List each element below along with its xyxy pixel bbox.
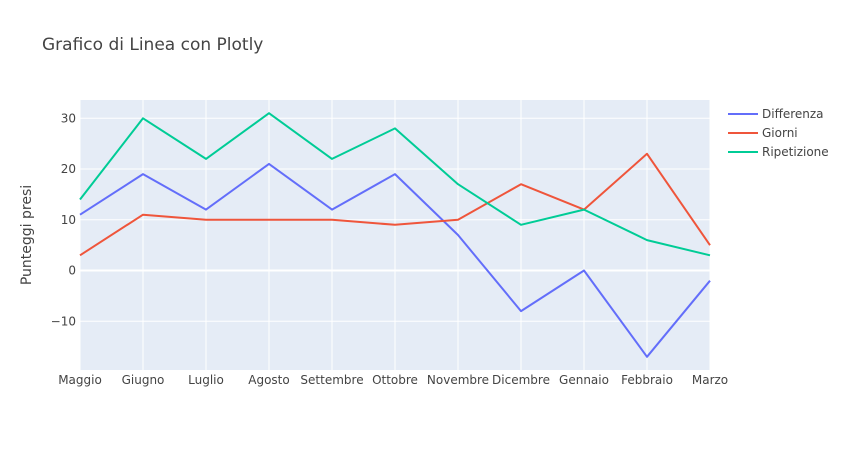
x-tick-label: Settembre <box>300 373 363 387</box>
y-tick-label: 30 <box>61 111 76 125</box>
chart-title: Grafico di Linea con Plotly <box>42 35 263 55</box>
y-axis-ticks: −10 0 10 20 30 <box>51 111 76 328</box>
x-tick-label: Marzo <box>692 373 728 387</box>
grid-lines <box>79 100 711 370</box>
x-tick-label: Febbraio <box>621 373 673 387</box>
x-tick-label: Luglio <box>188 373 224 387</box>
x-axis-ticks: Maggio Giugno Luglio Agosto Settembre Ottobre… <box>58 373 728 387</box>
legend-label: Ripetizione <box>762 145 829 159</box>
series-line-giorni <box>79 152 711 257</box>
x-tick-label: Ottobre <box>372 373 418 387</box>
series-line-ripetizione <box>79 112 711 257</box>
x-tick-label: Agosto <box>248 373 289 387</box>
series-line-differenza <box>79 162 711 358</box>
x-tick-label: Dicembre <box>492 373 550 387</box>
legend: Differenza Giorni Ripetizione <box>728 107 829 159</box>
y-tick-label: 20 <box>61 162 76 176</box>
x-tick-label: Novembre <box>427 373 489 387</box>
y-tick-label: 0 <box>68 264 76 278</box>
legend-label: Differenza <box>762 107 824 121</box>
legend-label: Giorni <box>762 126 798 140</box>
y-tick-label: 10 <box>61 213 76 227</box>
y-tick-label: −10 <box>51 314 76 328</box>
x-tick-label: Gennaio <box>559 373 609 387</box>
x-tick-label: Maggio <box>58 373 102 387</box>
y-axis-title: Punteggi presi <box>19 185 35 285</box>
x-tick-label: Giugno <box>122 373 165 387</box>
series-lines <box>79 112 711 358</box>
